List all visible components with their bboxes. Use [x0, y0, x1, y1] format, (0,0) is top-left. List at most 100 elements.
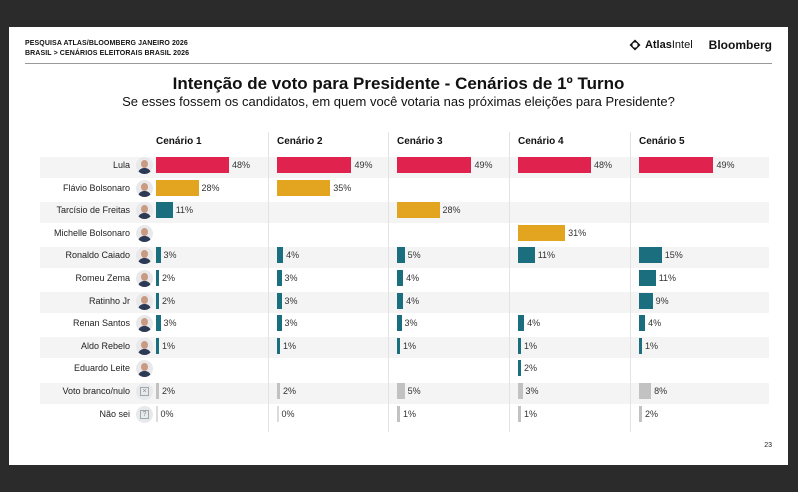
bar	[397, 292, 404, 309]
value-label: 48%	[231, 160, 250, 170]
avatar-body	[138, 235, 151, 242]
value-label: 1%	[524, 340, 538, 351]
candidate-avatar	[136, 202, 153, 220]
value-label: 3%	[163, 250, 177, 261]
slide: PESQUISA ATLAS/BLOOMBERG JANEIRO 2026 BR…	[9, 27, 788, 465]
candidate-name: Não sei	[99, 408, 130, 419]
candidate-name: Voto branco/nulo	[62, 386, 130, 396]
bar	[156, 270, 160, 286]
avatar-body	[138, 348, 151, 355]
value-label: 8%	[654, 386, 668, 396]
survey-header: PESQUISA ATLAS/BLOOMBERG JANEIRO 2026 BR…	[25, 39, 189, 59]
bar	[397, 202, 440, 219]
bloomberg-logo: Bloomberg	[708, 38, 772, 52]
row-background	[40, 337, 769, 359]
bar	[156, 292, 160, 309]
scenario-header: Cenário 3	[397, 136, 443, 147]
bar	[639, 157, 714, 173]
intel-text: Intel	[671, 39, 693, 51]
value-label: 3%	[404, 318, 418, 329]
bar	[156, 337, 159, 354]
bar	[277, 292, 282, 309]
avatar-head	[141, 227, 148, 236]
bar	[156, 383, 160, 399]
atlasintel-diamond-icon	[629, 39, 641, 51]
value-label: 28%	[201, 182, 220, 193]
candidate-avatar	[136, 157, 153, 174]
candidate-name: Michelle Bolsonaro	[53, 227, 130, 238]
value-label: 3%	[284, 295, 298, 306]
bar	[518, 157, 591, 173]
row-background	[40, 292, 769, 314]
value-label: 11%	[537, 250, 556, 261]
bar	[518, 337, 521, 354]
logos: AtlasIntel Bloomberg	[629, 38, 772, 52]
bar	[397, 337, 400, 354]
bar	[639, 270, 656, 286]
scenario-header: Cenário 5	[639, 136, 685, 147]
value-label: 2%	[645, 408, 659, 419]
candidate-avatar	[136, 292, 153, 310]
survey-name: PESQUISA ATLAS/BLOOMBERG JANEIRO 2026	[25, 40, 188, 47]
value-label: 5%	[407, 250, 421, 261]
value-label: 49%	[474, 160, 493, 170]
value-label: 4%	[648, 318, 662, 329]
candidate-name: Aldo Rebelo	[80, 340, 130, 351]
bar	[277, 383, 281, 399]
bar	[397, 270, 404, 286]
page-number: 23	[764, 442, 772, 449]
value-label: 4%	[286, 250, 300, 261]
bar	[156, 202, 173, 219]
bar	[277, 179, 331, 196]
bar	[518, 360, 522, 377]
value-label: 1%	[283, 340, 297, 351]
bar	[639, 337, 642, 354]
bar	[277, 157, 352, 173]
candidate-avatar	[136, 179, 153, 197]
bar	[156, 179, 199, 196]
bar-chart: Cenário 1 Cenário 2 Cenário 3 Cenário 4 Cená…	[9, 27, 788, 465]
bar	[518, 315, 525, 332]
value-label: 4%	[406, 295, 420, 306]
value-label: 2%	[524, 363, 538, 374]
candidate-name: Ratinho Jr	[88, 295, 130, 306]
candidate-name: Flávio Bolsonaro	[62, 182, 130, 193]
avatar-body	[138, 213, 151, 220]
bar	[397, 383, 405, 399]
bar	[397, 247, 405, 264]
value-label: 3%	[163, 318, 177, 329]
question-icon: ?	[136, 405, 153, 423]
avatar-body	[138, 190, 151, 197]
bar	[397, 157, 472, 173]
value-label: 3%	[284, 273, 298, 283]
bar	[639, 383, 652, 399]
scenario-header: Cenário 4	[518, 136, 564, 147]
bar	[156, 157, 229, 173]
bar	[518, 383, 523, 399]
candidate-name: Ronaldo Caiado	[65, 250, 130, 261]
value-label: 2%	[162, 295, 176, 306]
value-label: 1%	[524, 408, 538, 419]
value-label: 28%	[442, 205, 461, 216]
avatar-body	[138, 168, 151, 174]
value-label: 35%	[333, 182, 352, 193]
breadcrumb: BRASIL > CENÁRIOS ELEITORAIS BRASIL 2026	[25, 50, 190, 57]
bar	[277, 337, 280, 354]
candidate-avatar	[136, 247, 153, 265]
value-label: 49%	[716, 160, 735, 170]
value-label: 1%	[645, 340, 659, 351]
candidate-name: Renan Santos	[72, 318, 130, 329]
bar	[156, 405, 158, 422]
scenario-header: Cenário 1	[156, 136, 202, 147]
atlas-text: Atlas	[644, 39, 672, 51]
value-label: 0%	[160, 408, 174, 419]
bar	[277, 315, 282, 332]
question-glyph: ?	[140, 409, 149, 419]
candidate-name: Tarcísio de Freitas	[56, 205, 130, 216]
value-label: 4%	[406, 273, 420, 283]
column-separator	[630, 132, 631, 432]
avatar-body	[138, 371, 151, 378]
bar	[639, 405, 643, 422]
value-label: 11%	[658, 273, 677, 283]
x-glyph: ×	[140, 387, 149, 396]
